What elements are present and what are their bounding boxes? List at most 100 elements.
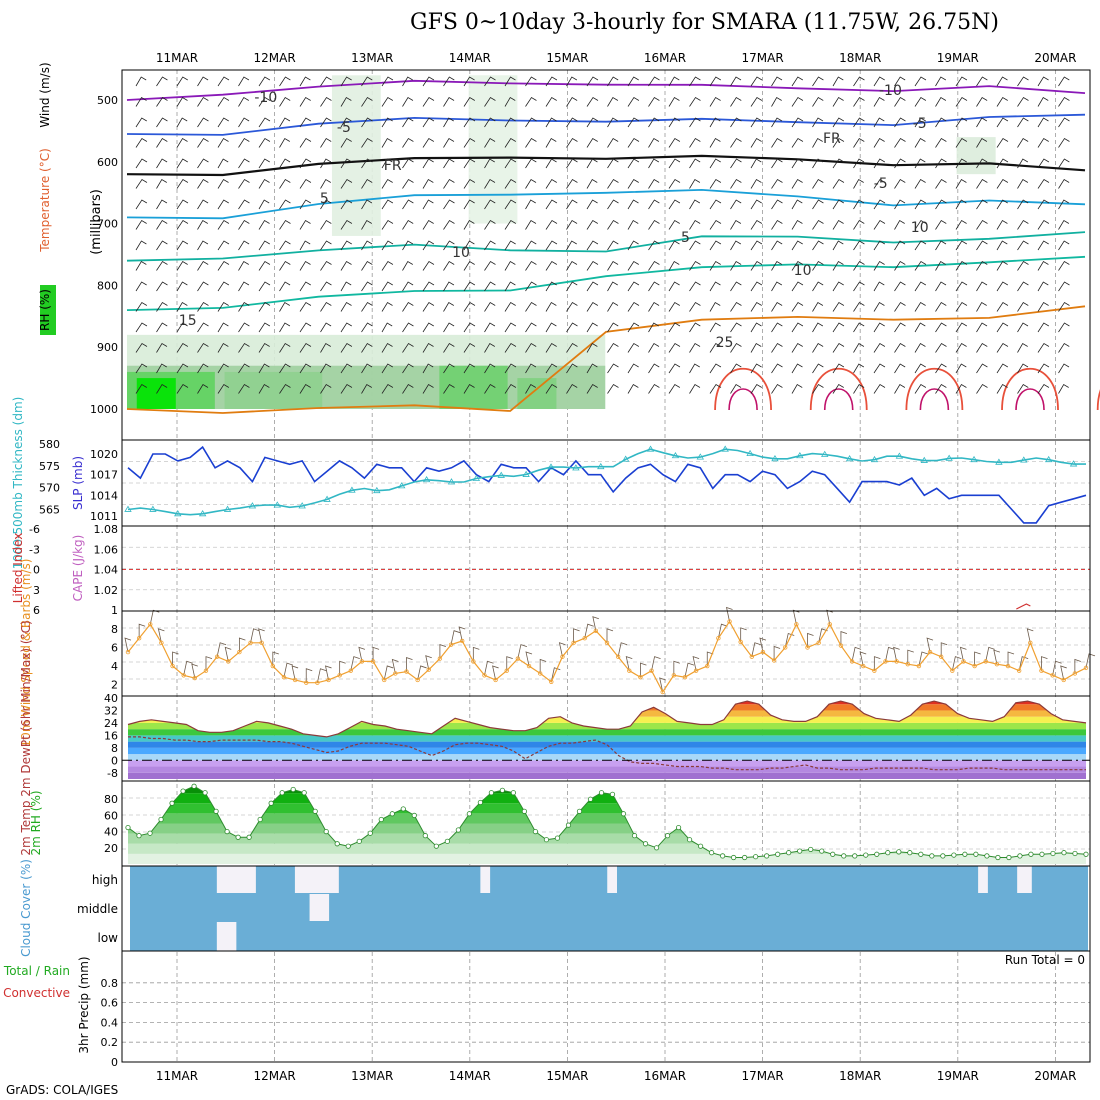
wind-barb bbox=[955, 383, 967, 394]
wind-barb bbox=[873, 76, 885, 87]
temp-legend-label: Temperature (°C) bbox=[38, 148, 52, 253]
wind-barb bbox=[381, 240, 394, 251]
wind-barb-10m bbox=[826, 609, 833, 625]
wind-barb bbox=[504, 260, 516, 271]
dewpoint-line bbox=[128, 736, 1086, 771]
wind-barb-10m bbox=[383, 665, 394, 681]
wind-barb bbox=[525, 96, 537, 107]
thickness-marker bbox=[398, 482, 406, 489]
wind-barb bbox=[238, 301, 250, 312]
wind-barb bbox=[730, 76, 742, 87]
wind-barb bbox=[340, 240, 352, 251]
temp-band bbox=[128, 735, 1086, 742]
slp-line bbox=[127, 445, 1087, 524]
wind-barb bbox=[955, 281, 968, 292]
wind-barb bbox=[955, 76, 968, 87]
wind-barb-10m bbox=[183, 660, 193, 676]
wind-barb bbox=[545, 260, 558, 271]
wind-barb bbox=[402, 137, 414, 148]
rh-point bbox=[279, 790, 285, 796]
wind-barb bbox=[402, 158, 414, 169]
wind-barb-10m bbox=[316, 668, 327, 683]
wind-barb bbox=[771, 76, 783, 87]
wind-barb-10m bbox=[272, 651, 279, 667]
wind-barb bbox=[791, 322, 804, 333]
wind-barb bbox=[935, 199, 947, 210]
thickness-marker bbox=[273, 501, 282, 508]
rh-point bbox=[819, 848, 825, 854]
wind-barb bbox=[1037, 342, 1050, 353]
wind-barb bbox=[996, 301, 1009, 312]
rh-point bbox=[720, 853, 726, 859]
wind-barb bbox=[197, 260, 209, 271]
wind-barb bbox=[566, 322, 578, 333]
wind-barb-10m bbox=[124, 637, 132, 653]
wind-barb bbox=[340, 301, 352, 312]
wind-barb bbox=[935, 76, 947, 87]
wind-barb bbox=[894, 240, 906, 251]
wind-barb bbox=[894, 117, 906, 128]
wind-barb bbox=[791, 117, 804, 128]
temp-line bbox=[127, 700, 1087, 738]
cloud-ylabel: Cloud Cover (%) bbox=[19, 859, 33, 957]
wind-barb bbox=[955, 137, 968, 148]
wind-barb bbox=[791, 219, 803, 230]
wind-barb bbox=[197, 281, 209, 292]
wind-barb bbox=[463, 260, 475, 271]
wind-barb bbox=[791, 342, 803, 353]
wind-barb bbox=[156, 96, 168, 107]
rh-point bbox=[907, 850, 913, 856]
thickness-marker bbox=[547, 463, 555, 470]
wind-barb bbox=[812, 383, 824, 394]
wind-barb bbox=[627, 76, 639, 87]
wind-barb bbox=[935, 117, 947, 128]
wind-barb bbox=[771, 322, 783, 333]
wind-speed-point bbox=[1039, 668, 1044, 673]
wind-barb bbox=[320, 322, 332, 333]
wind-barb bbox=[914, 301, 926, 312]
wind-barb bbox=[238, 117, 250, 128]
thickness-marker bbox=[497, 471, 505, 478]
wind-barb bbox=[812, 281, 824, 292]
temp-tick: 8 bbox=[111, 742, 118, 755]
wind-barb bbox=[832, 322, 845, 333]
wind-barb bbox=[853, 383, 865, 394]
wind-barb bbox=[873, 96, 885, 107]
wind-barb bbox=[976, 76, 988, 87]
wind-barb bbox=[135, 322, 148, 333]
cloud-clear-cell bbox=[309, 894, 330, 921]
wind-barb bbox=[873, 363, 886, 374]
wind-barb bbox=[135, 137, 148, 148]
wind-barb bbox=[586, 158, 598, 169]
wind-barb bbox=[955, 178, 967, 189]
contour-label: 10 bbox=[452, 245, 470, 261]
wind-barb bbox=[156, 117, 168, 128]
wind-barb bbox=[996, 240, 1008, 251]
wind-barb bbox=[525, 219, 537, 230]
wind-barb bbox=[197, 363, 209, 374]
wind-barb bbox=[299, 178, 312, 189]
wind-barb bbox=[894, 76, 906, 87]
wind-barb bbox=[443, 301, 454, 312]
wind-barb bbox=[812, 342, 824, 353]
precip-tick: 0.6 bbox=[101, 997, 119, 1010]
thickness-marker bbox=[298, 502, 306, 509]
wind-speed-point bbox=[749, 654, 755, 659]
cloud-clear-cell bbox=[216, 922, 237, 951]
wind-barb-10m bbox=[659, 677, 666, 693]
wind-barb bbox=[258, 383, 270, 394]
temp-tick: 40 bbox=[104, 692, 118, 705]
rh-band bbox=[128, 843, 1086, 854]
wind-barb bbox=[709, 219, 722, 230]
wind-barb bbox=[197, 199, 209, 210]
wind-speed-point bbox=[604, 640, 610, 646]
wind-barb bbox=[750, 383, 762, 394]
wind-speed-point bbox=[972, 663, 977, 669]
wind-barb bbox=[1058, 76, 1070, 87]
contour-label: 25 bbox=[716, 335, 734, 351]
wind-barb bbox=[258, 117, 271, 128]
wind-speed-point bbox=[448, 642, 454, 647]
wind-barb bbox=[566, 199, 578, 210]
wind-barb bbox=[586, 363, 598, 374]
wind-barb bbox=[996, 322, 1009, 333]
